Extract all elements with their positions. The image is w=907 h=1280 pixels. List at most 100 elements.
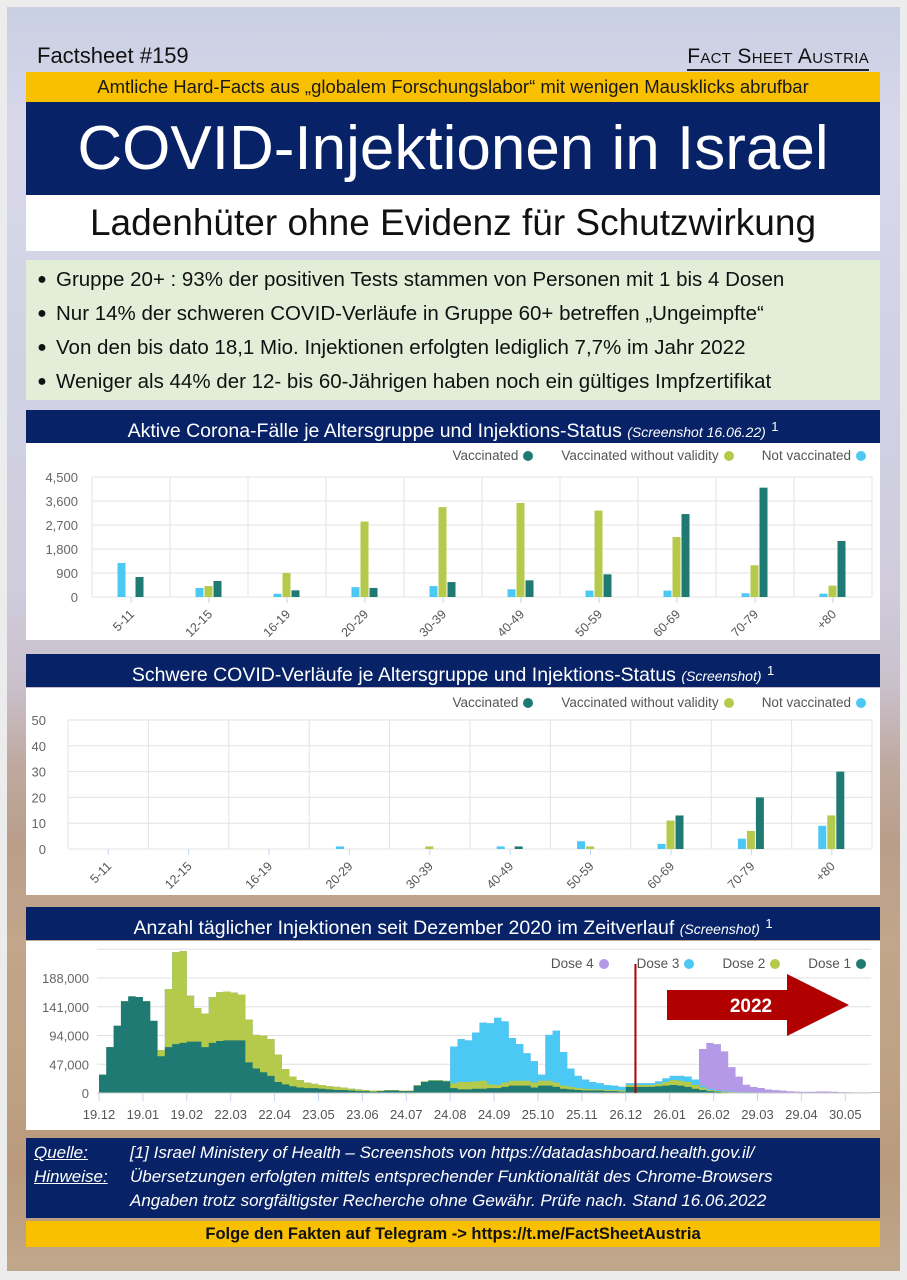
x-tick-label: 20-29 [323, 859, 356, 892]
legend-item-vaccinated[interactable]: Vaccinated [453, 448, 534, 463]
bar-vaccinated-without-validity [827, 815, 836, 849]
chart-legend: Vaccinated Vaccinated without validity N… [453, 448, 866, 463]
y-tick-label: 141,000 [42, 1000, 89, 1015]
x-tick-label: 30-39 [403, 859, 436, 892]
section-title: Anzahl täglicher Injektionen seit Dezemb… [133, 917, 675, 939]
chart-daily-injections: Dose 4 Dose 3 Dose 2 Dose 1 0 47,000 94,00… [26, 941, 890, 1130]
legend-dot-icon [723, 451, 734, 461]
legend-item-without-validity[interactable]: Vaccinated without validity [561, 448, 734, 463]
bar-vaccinated [759, 487, 768, 597]
x-tick-label: 25.10 [522, 1107, 555, 1122]
x-tick-label: 16-19 [243, 859, 276, 892]
bar-vaccinated [369, 587, 378, 597]
x-tick-label: +80 [813, 859, 838, 884]
bar-vaccinated [135, 577, 144, 597]
area-chart-daily-injections: 0 47,000 94,000 141,000 188,000 19.12 19.01 19.… [42, 948, 890, 1122]
key-fact-text: Gruppe 20+ : 93% der positiven Tests sta… [56, 268, 785, 291]
bar-vaccinated [837, 541, 846, 597]
factsheet-number: Factsheet #159 [37, 43, 189, 68]
legend-label: Dose 3 [636, 956, 680, 971]
x-tick-label: 60-69 [645, 859, 678, 892]
x-tick-label: 25.11 [566, 1107, 598, 1122]
bar-vaccinated [755, 797, 764, 849]
notes-label: Hinweise: [34, 1167, 108, 1186]
legend-item-not-vaccinated[interactable]: Not vaccinated [762, 448, 866, 463]
bar-vaccinated [525, 580, 534, 597]
section-note: (Screenshot 16.06.22) [627, 424, 766, 440]
x-tick-label: +80 [814, 607, 839, 632]
notes-text: Übersetzungen erfolgten mittels entsprec… [130, 1167, 773, 1186]
x-tick-label: 26.01 [653, 1107, 686, 1122]
source-row: Quelle: [1] Israel Ministery of Health –… [34, 1141, 872, 1165]
bar-vaccinated-without-validity [425, 846, 434, 849]
legend-item-not-vaccinated[interactable]: Not vaccinated [762, 695, 866, 710]
chart-severe-cases: Vaccinated Vaccinated without validity N… [26, 688, 880, 895]
x-tick-label: 70-79 [725, 859, 758, 892]
footnote-ref: 1 [766, 663, 775, 678]
legend-dot-icon [598, 959, 609, 969]
x-tick-label: 19.01 [127, 1107, 160, 1122]
x-tick-label: 50-59 [573, 607, 606, 640]
legend-item-vaccinated[interactable]: Vaccinated [453, 695, 534, 710]
telegram-link-banner[interactable]: Folge den Fakten auf Telegram -> https:/… [26, 1221, 880, 1247]
legend-item-dose2[interactable]: Dose 2 [722, 956, 781, 971]
x-tick-label: 29.03 [741, 1107, 774, 1122]
bar-vaccinated [447, 582, 456, 597]
x-tick-label: 5-11 [87, 859, 114, 886]
legend-dot-icon [856, 959, 866, 969]
x-tick-label: 24.07 [390, 1107, 423, 1122]
bar-vaccinated-without-validity [746, 830, 755, 849]
bar-vaccinated [675, 815, 684, 849]
legend-dot-icon [723, 698, 734, 708]
key-fact-item: ● Weniger als 44% der 12- bis 60-Jährigen… [28, 365, 880, 399]
legend-item-without-validity[interactable]: Vaccinated without validity [561, 695, 734, 710]
bar-vaccinated-without-validity [594, 510, 603, 597]
footnote-ref: 1 [765, 916, 773, 931]
section-note: (Screenshot) [679, 921, 760, 937]
area-dose-1 [99, 996, 890, 1093]
section-title: Schwere COVID-Verläufe je Altersgruppe u… [131, 664, 676, 686]
x-tick-label: 24.09 [478, 1107, 511, 1122]
x-tick-label: 24.08 [434, 1107, 467, 1122]
legend-dot-icon [770, 959, 781, 969]
y-tick-label: 4,500 [45, 470, 78, 485]
section-header-daily-injections: Anzahl täglicher Injektionen seit Dezemb… [26, 907, 880, 940]
bar-not-vaccinated [429, 586, 438, 597]
x-tick-label: 16-19 [261, 607, 294, 640]
bar-not-vaccinated [507, 589, 516, 597]
bar-vaccinated-without-validity [672, 537, 681, 597]
bar-not-vaccinated [117, 563, 126, 597]
bar-vaccinated-without-validity [204, 586, 213, 597]
key-fact-item: ● Gruppe 20+ : 93% der positiven Tests st… [28, 263, 880, 297]
arrow-2022-icon [667, 974, 849, 1036]
source-label: Quelle: [34, 1143, 88, 1162]
legend-item-dose4[interactable]: Dose 4 [551, 956, 609, 971]
bullet-icon: ● [37, 373, 47, 390]
x-tick-label: 26.12 [610, 1107, 643, 1122]
y-tick-label: 40 [32, 739, 46, 754]
y-tick-label: 50 [32, 713, 46, 728]
chart-active-cases: Vaccinated Vaccinated without validity N… [26, 443, 880, 640]
chart-legend: Vaccinated Vaccinated without validity N… [453, 695, 866, 710]
legend-item-dose3[interactable]: Dose 3 [637, 956, 695, 971]
bar-not-vaccinated [819, 593, 828, 597]
y-tick-label: 0 [71, 590, 78, 605]
key-fact-text: Von den bis dato 18,1 Mio. Injektionen e… [56, 336, 746, 359]
section-header-severe-cases: Schwere COVID-Verläufe je Altersgruppe u… [26, 654, 880, 687]
bar-vaccinated-without-validity [360, 521, 369, 597]
bar-chart-active-cases: 0 900 1,800 2,700 3,600 4,500 5-11 12-15 16-19 20… [45, 470, 873, 640]
legend-dot-icon [523, 451, 534, 461]
x-tick-label: 30.05 [829, 1107, 862, 1122]
legend-label: Vaccinated without validity [561, 448, 719, 463]
x-tick-label: 19.12 [83, 1107, 116, 1122]
bar-not-vaccinated [273, 593, 282, 597]
source-link[interactable]: [1] Israel Ministery of Health – Screens… [130, 1143, 755, 1162]
bar-vaccinated [836, 771, 845, 849]
y-tick-label: 188,000 [42, 971, 89, 986]
bullet-icon: ● [37, 339, 47, 356]
chart-legend: Dose 4 Dose 3 Dose 2 Dose 1 [551, 956, 866, 971]
legend-label: Dose 1 [808, 956, 851, 971]
x-tick-label: 19.02 [171, 1107, 204, 1122]
legend-label: Dose 2 [722, 956, 766, 971]
legend-item-dose1[interactable]: Dose 1 [808, 956, 866, 971]
